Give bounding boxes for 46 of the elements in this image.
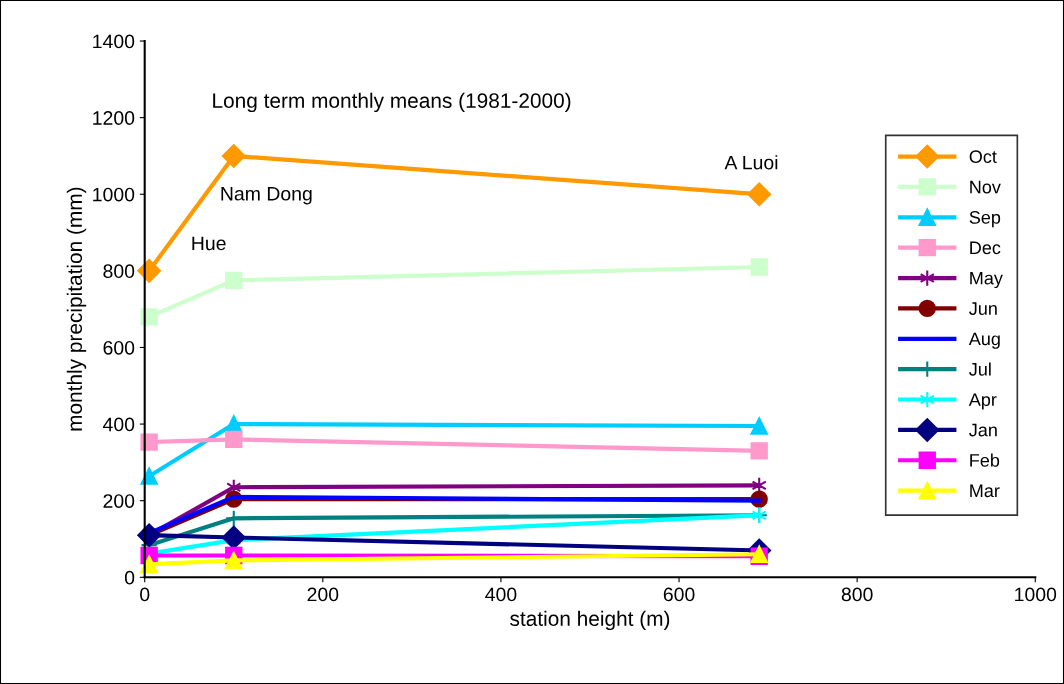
x-axis-title: station height (m) (510, 610, 670, 631)
annotation: Nam Dong (221, 187, 312, 205)
point (221, 525, 246, 550)
annotation: Hue (192, 236, 226, 251)
point (225, 430, 243, 449)
y-tick-label: 400 (102, 417, 135, 432)
legend-label: Sep (969, 211, 1001, 228)
legend-label: Feb (970, 453, 1000, 467)
legend-label: Mar (970, 484, 1000, 498)
x-tick-label: 200 (307, 587, 339, 602)
legend-label: Apr (968, 393, 997, 410)
x-tick-label: 600 (663, 587, 695, 602)
point (140, 467, 158, 485)
point (140, 308, 158, 326)
x-tick-label: 400 (485, 587, 517, 602)
point (225, 271, 243, 290)
text: Long term monthly means (1981-2000) (213, 92, 571, 113)
point (137, 259, 161, 283)
point (750, 258, 768, 276)
y-tick-label: 800 (103, 264, 135, 279)
point (750, 442, 768, 460)
y-axis-title: monthly precipitation (mm) (66, 187, 87, 431)
y-tick-label: 1000 (93, 187, 135, 202)
point (750, 417, 768, 435)
x-tick-label: 0 (140, 587, 150, 602)
point (747, 182, 772, 207)
legend-label: Aug (968, 332, 1000, 349)
point (140, 555, 158, 573)
legend-label: May (970, 271, 1003, 289)
legend-label: Nov (970, 180, 1001, 194)
point (225, 551, 243, 570)
x-tick-label: 800 (841, 587, 873, 602)
y-tick-label: 200 (103, 494, 135, 508)
legend-label: Oct (969, 150, 997, 164)
legend-label: Jun (969, 302, 997, 315)
point (221, 144, 246, 168)
legend-label: Dec (970, 241, 1001, 255)
y-tick-label: 0 (124, 570, 135, 585)
legend-label: Jan (969, 423, 997, 437)
y-tick-label: 1400 (93, 34, 135, 49)
y-tick-label: 1200 (93, 111, 135, 125)
legend-label: Jul (969, 362, 991, 376)
y-tick-label: 600 (103, 340, 135, 355)
annotation: A Luoi (724, 155, 778, 170)
x-tick-label: 1000 (1015, 587, 1057, 602)
point (140, 433, 158, 451)
